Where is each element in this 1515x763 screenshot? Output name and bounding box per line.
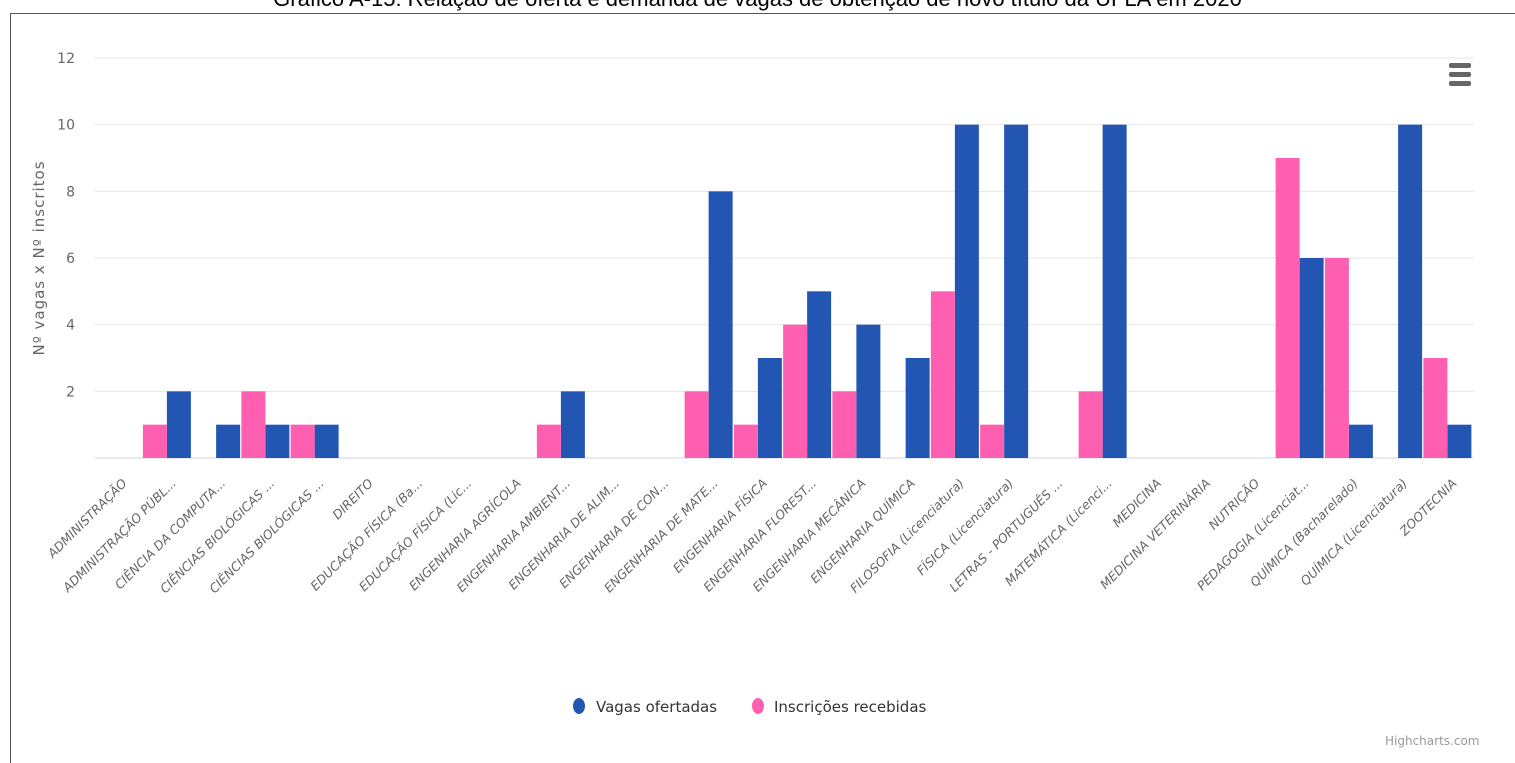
x-tick-label: ADMINISTRAÇÃO: [44, 475, 130, 561]
y-axis-title: Nº vagas x Nº inscritos: [30, 160, 48, 355]
bars: [142, 124, 1472, 459]
legend: Vagas ofertadas Inscrições recebidas: [573, 698, 927, 716]
bar-vagas[interactable]: [954, 124, 979, 459]
y-tick-label: 6: [66, 251, 75, 267]
bar-vagas[interactable]: [757, 358, 782, 458]
y-tick-labels: 2 4 6 8 10 12: [57, 51, 75, 400]
bar-vagas[interactable]: [708, 191, 733, 459]
bar-inscricoes[interactable]: [290, 424, 315, 458]
bar-inscricoes[interactable]: [783, 324, 808, 458]
bar-inscricoes[interactable]: [684, 391, 709, 458]
bar-inscricoes[interactable]: [1078, 391, 1103, 458]
y-tick-label: 2: [66, 384, 75, 400]
bar-vagas[interactable]: [1348, 424, 1373, 458]
legend-item-vagas[interactable]: Vagas ofertadas: [573, 698, 717, 716]
bar-inscricoes[interactable]: [1275, 158, 1300, 458]
y-tick-label: 8: [66, 184, 75, 200]
bar-inscricoes[interactable]: [930, 291, 955, 458]
y-tick-label: 12: [57, 51, 75, 67]
bar-vagas[interactable]: [1447, 424, 1472, 458]
bar-inscricoes[interactable]: [142, 424, 167, 458]
bar-inscricoes[interactable]: [733, 424, 758, 458]
legend-label-inscricoes: Inscrições recebidas: [774, 698, 927, 716]
x-tick-label: DIREITO: [329, 475, 376, 522]
credits-link[interactable]: Highcharts.com: [1385, 734, 1480, 748]
bar-vagas[interactable]: [1102, 124, 1127, 459]
bar-vagas[interactable]: [905, 358, 930, 458]
bar-inscricoes[interactable]: [1423, 358, 1448, 458]
bar-inscricoes[interactable]: [980, 424, 1005, 458]
bar-vagas[interactable]: [1004, 124, 1029, 459]
bar-inscricoes[interactable]: [832, 391, 857, 458]
bar-vagas[interactable]: [1398, 124, 1423, 459]
y-tick-label: 4: [66, 318, 75, 334]
hamburger-menu-icon[interactable]: [1449, 63, 1471, 89]
legend-item-inscricoes[interactable]: Inscrições recebidas: [752, 698, 927, 716]
page-title: Gráfico A-15: Relação de oferta e demand…: [0, 0, 1515, 14]
bar-vagas[interactable]: [314, 424, 339, 458]
y-tick-label: 10: [57, 118, 75, 134]
chart-frame: [10, 13, 1515, 763]
bar-vagas[interactable]: [166, 391, 191, 458]
bar-vagas[interactable]: [265, 424, 290, 458]
bar-inscricoes[interactable]: [536, 424, 561, 458]
bar-inscricoes[interactable]: [1324, 258, 1349, 458]
bar-vagas[interactable]: [807, 291, 832, 458]
legend-marker-inscricoes: [752, 698, 764, 714]
legend-marker-vagas: [573, 698, 585, 714]
bar-vagas[interactable]: [216, 424, 241, 458]
bar-vagas[interactable]: [856, 324, 881, 458]
x-tick-label: FÍSICA (Licenciatura): [914, 476, 1017, 579]
bar-vagas[interactable]: [1299, 258, 1324, 458]
legend-label-vagas: Vagas ofertadas: [596, 698, 717, 716]
x-tick-label: ENGENHARIA FÍSICA: [670, 476, 770, 576]
bar-inscricoes[interactable]: [241, 391, 266, 458]
bar-vagas[interactable]: [560, 391, 585, 458]
